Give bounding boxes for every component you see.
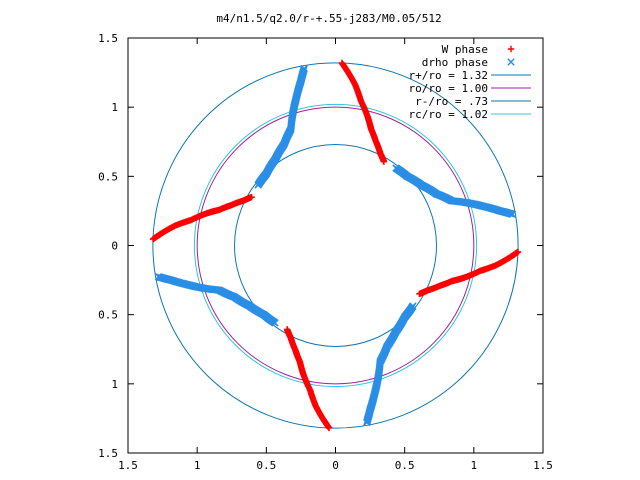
x-axis: 1.5 1 0.5 0 0.5 1 1.5 [118, 38, 553, 472]
series-1-point [508, 210, 517, 218]
x-tick-label: 1 [471, 459, 478, 472]
series-0-point [283, 326, 291, 333]
series-0-point [248, 193, 255, 201]
y-tick-label: 1.5 [98, 447, 118, 460]
reference-circle-2 [234, 144, 437, 347]
legend-label: r+/ro = 1.32 [409, 69, 488, 82]
legend-label: rc/ro = 1.02 [409, 108, 488, 121]
chart-title: m4/n1.5/q2.0/r-+.55-j283/M0.05/512 [216, 12, 441, 25]
x-tick-label: 1.5 [533, 459, 553, 472]
x-tick-label: 1 [194, 459, 201, 472]
reference-circles [152, 62, 519, 429]
series-0-point [380, 158, 388, 165]
legend-label: W phase [442, 43, 488, 56]
series-1-point [300, 64, 308, 73]
series-1-point [363, 418, 371, 427]
legend-label: drho phase [422, 56, 488, 69]
reference-circle-0 [152, 62, 519, 429]
series-0-point [416, 290, 423, 298]
x-tick-label: 0.5 [395, 459, 415, 472]
y-axis: 1.5 1 0.5 0 0.5 1 1.5 [98, 32, 543, 460]
legend-label: ro/ro = 1.00 [409, 82, 488, 95]
y-tick-label: 0.5 [98, 170, 118, 183]
legend-marker [507, 45, 515, 53]
series-0 [149, 59, 522, 432]
series-1-point [154, 273, 163, 281]
reference-circle-3 [193, 103, 478, 388]
legend-label: r-/ro = .73 [415, 95, 488, 108]
y-tick-label: 1 [111, 101, 118, 114]
reference-circle-1 [196, 106, 475, 385]
data-series [149, 59, 522, 432]
y-tick-label: 0 [111, 240, 118, 253]
series-1 [154, 64, 517, 427]
y-tick-label: 1 [111, 378, 118, 391]
y-tick-label: 1.5 [98, 32, 118, 45]
legend-marker [507, 58, 515, 66]
x-tick-label: 0.5 [256, 459, 276, 472]
x-tick-label: 0 [332, 459, 339, 472]
x-tick-label: 1.5 [118, 459, 138, 472]
y-tick-label: 0.5 [98, 309, 118, 322]
